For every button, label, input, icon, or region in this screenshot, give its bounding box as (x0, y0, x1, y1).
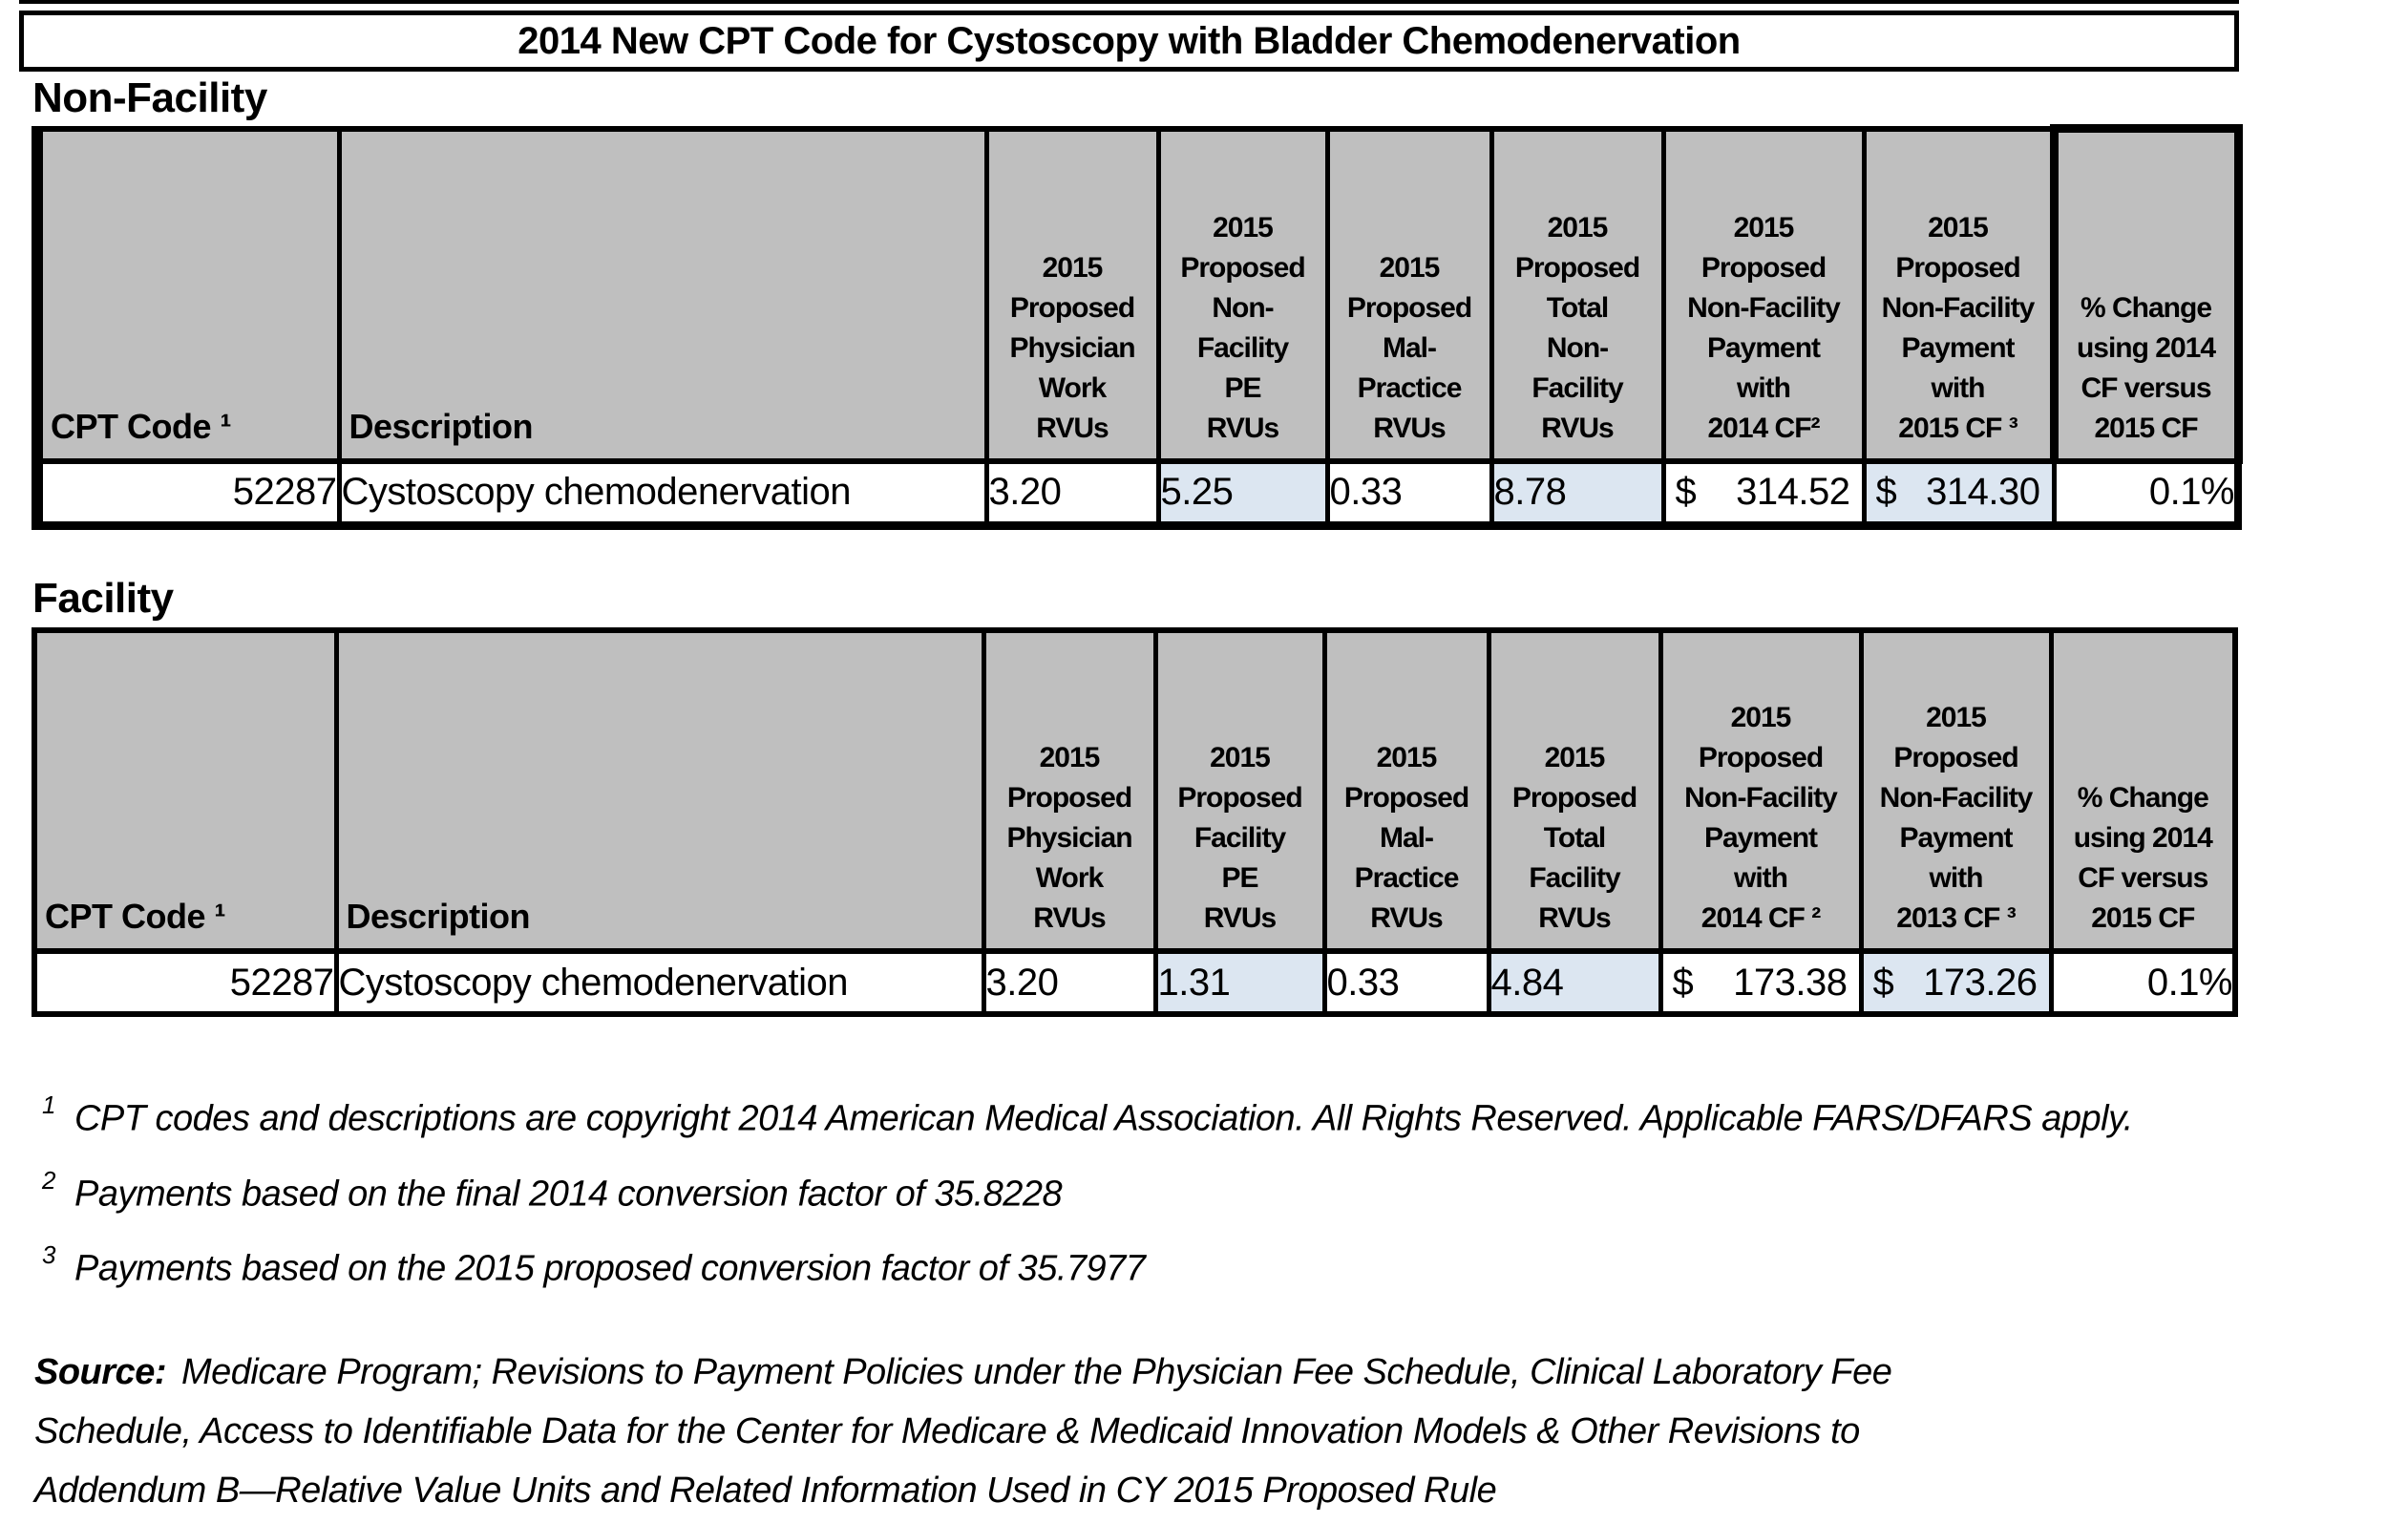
header-physician-work-rvus: 2015 Proposed Physician Work RVUs (981, 627, 1158, 954)
header-pct-change: % Change using 2014 CF versus 2015 CF (2048, 627, 2238, 954)
cell-malpractice-rvus: 0.33 (1324, 458, 1494, 528)
cell-description: Cystoscopy chemodenervation (333, 948, 986, 1017)
currency-symbol: $ (1672, 961, 1694, 1004)
facility-header-row: CPT Code ¹ Description 2015 Proposed Phy… (32, 627, 2238, 954)
cell-total-rvus: 4.84 (1486, 948, 1663, 1017)
footnote-2: 2 Payments based on the final 2014 conver… (42, 1162, 2372, 1217)
cell-payment-2013: $ 173.26 (1858, 948, 2054, 1017)
header-total-facility-rvus: 2015 Proposed Total Facility RVUs (1486, 627, 1663, 954)
section-label-facility: Facility (32, 575, 174, 622)
footnote-text: Payments based on the 2015 proposed conv… (74, 1248, 1146, 1289)
cell-description: Cystoscopy chemodenervation (336, 458, 989, 528)
cell-work-rvus: 3.20 (981, 948, 1158, 1017)
header-payment-2013-cf: 2015 Proposed Non-Facility Payment with … (1858, 627, 2054, 954)
cell-malpractice-rvus: 0.33 (1321, 948, 1491, 1017)
header-payment-2014-cf: 2015 Proposed Non-Facility Payment with … (1658, 627, 1864, 954)
cell-pct-change: 0.1% (2051, 458, 2241, 528)
footnote-3: 3 Payments based on the 2015 proposed con… (42, 1237, 2372, 1291)
non-facility-table: CPT Code ¹ Description 2015 Proposed Phy… (32, 124, 2243, 530)
currency-symbol: $ (1675, 471, 1697, 514)
cell-pe-rvus: 5.25 (1155, 458, 1330, 528)
header-malpractice-rvus: 2015 Proposed Mal- Practice RVUs (1324, 126, 1494, 464)
payment-amount: 314.52 (1736, 471, 1850, 514)
source-text: Medicare Program; Revisions to Payment P… (34, 1352, 1892, 1511)
cell-cpt-code: 52287 (34, 458, 342, 528)
header-physician-work-rvus: 2015 Proposed Physician Work RVUs (983, 126, 1161, 464)
non-facility-data-row: 52287 Cystoscopy chemodenervation 3.20 5… (34, 458, 2241, 528)
header-pct-change: % Change using 2014 CF versus 2015 CF (2049, 124, 2243, 464)
header-malpractice-rvus: 2015 Proposed Mal- Practice RVUs (1321, 627, 1491, 954)
payment-amount: 173.38 (1733, 961, 1848, 1004)
header-payment-2015-cf: 2015 Proposed Non-Facility Payment with … (1861, 126, 2057, 464)
cell-payment-2014: $ 314.52 (1660, 458, 1867, 528)
currency-symbol: $ (1872, 961, 1894, 1004)
footnote-text: CPT codes and descriptions are copyright… (74, 1098, 2133, 1139)
facility-data-row: 52287 Cystoscopy chemodenervation 3.20 1… (32, 948, 2238, 1017)
header-non-facility-pe-rvus: 2015 Proposed Non- Facility PE RVUs (1155, 126, 1330, 464)
header-cpt-code: CPT Code ¹ (34, 126, 342, 464)
cell-pct-change: 0.1% (2048, 948, 2238, 1017)
payment-amount: 173.26 (1923, 961, 2038, 1004)
footnote-marker: 3 (42, 1240, 55, 1270)
source-label: Source: (34, 1352, 166, 1392)
currency-symbol: $ (1875, 471, 1897, 514)
header-payment-2014-cf: 2015 Proposed Non-Facility Payment with … (1660, 126, 1867, 464)
header-total-non-facility-rvus: 2015 Proposed Total Non- Facility RVUs (1489, 126, 1666, 464)
document-title: 2014 New CPT Code for Cystoscopy with Bl… (518, 19, 1741, 62)
cropped-border-artifact (19, 0, 2239, 4)
section-label-non-facility: Non-Facility (32, 74, 267, 121)
non-facility-header-row: CPT Code ¹ Description 2015 Proposed Phy… (34, 124, 2243, 464)
cell-work-rvus: 3.20 (983, 458, 1161, 528)
footnote-text: Payments based on the final 2014 convers… (74, 1174, 1063, 1215)
source-note: Source: Medicare Program; Revisions to Pa… (34, 1343, 2355, 1520)
cell-pe-rvus: 1.31 (1152, 948, 1327, 1017)
cell-payment-2014: $ 173.38 (1658, 948, 1864, 1017)
footnote-marker: 2 (42, 1165, 55, 1195)
cell-payment-2015: $ 314.30 (1861, 458, 2057, 528)
header-description: Description (336, 126, 989, 464)
footnotes: 1 CPT codes and descriptions are copyrigh… (42, 1087, 2372, 1312)
cell-cpt-code: 52287 (32, 948, 339, 1017)
header-facility-pe-rvus: 2015 Proposed Facility PE RVUs (1152, 627, 1327, 954)
cell-total-rvus: 8.78 (1489, 458, 1666, 528)
header-description: Description (333, 627, 986, 954)
payment-amount: 314.30 (1926, 471, 2040, 514)
footnote-1: 1 CPT codes and descriptions are copyrigh… (42, 1087, 2372, 1141)
document-title-box: 2014 New CPT Code for Cystoscopy with Bl… (19, 11, 2239, 72)
header-cpt-code: CPT Code ¹ (32, 627, 339, 954)
footnote-marker: 1 (42, 1090, 55, 1119)
facility-table: CPT Code ¹ Description 2015 Proposed Phy… (32, 627, 2238, 1017)
